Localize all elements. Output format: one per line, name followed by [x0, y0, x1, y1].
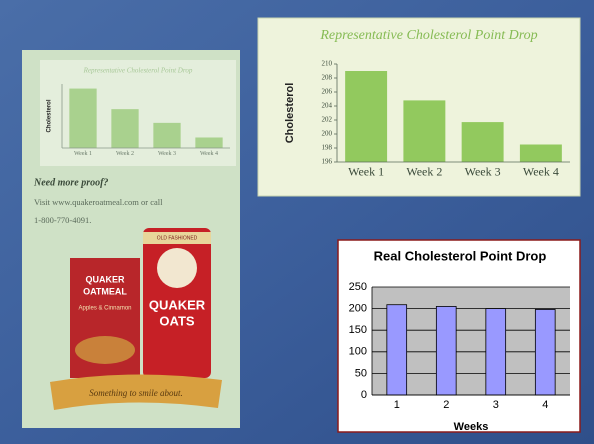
bar	[535, 309, 555, 395]
y-tick-label: 202	[322, 116, 333, 124]
x-tick-label: Week 3	[465, 165, 501, 179]
x-tick-label: Week 4	[523, 165, 559, 179]
y-tick-label: 204	[322, 102, 333, 110]
box-text: Apples & Cinnamon	[78, 306, 131, 312]
bowl	[75, 336, 135, 364]
bar	[195, 137, 222, 148]
y-tick-label: 200	[322, 130, 333, 138]
x-tick-label: 2	[443, 399, 449, 411]
bar	[436, 306, 456, 395]
y-tick-label: 196	[322, 158, 333, 166]
bar	[403, 100, 445, 162]
x-tick-label: Week 2	[406, 165, 442, 179]
bar	[111, 109, 138, 148]
x-tick-label: Week 2	[116, 151, 134, 157]
quaker-portrait	[157, 248, 197, 288]
bar	[153, 123, 180, 148]
box-text: QUAKER	[149, 297, 206, 312]
x-tick-label: 3	[493, 399, 499, 411]
box-text: QUAKER	[85, 274, 125, 284]
ad-heading: Need more proof?	[33, 177, 108, 188]
y-tick-label: 208	[322, 74, 333, 82]
x-tick-label: 1	[394, 399, 400, 411]
y-tick-label: 250	[349, 281, 367, 293]
box-text: OATMEAL	[83, 286, 127, 296]
box-text: OLD FASHIONED	[157, 235, 198, 241]
chart-title: Real Cholesterol Point Drop	[374, 248, 547, 263]
y-tick-label: 0	[361, 389, 367, 401]
y-tick-label: 210	[322, 60, 333, 68]
bar	[345, 71, 387, 162]
x-tick-label: Week 1	[74, 151, 92, 157]
bar	[520, 145, 562, 163]
chart-title: Representative Cholesterol Point Drop	[83, 67, 193, 75]
y-tick-label: 200	[349, 303, 367, 315]
y-tick-label: 150	[349, 324, 367, 336]
y-axis-label: Cholesterol	[47, 99, 53, 132]
x-tick-label: Week 3	[158, 151, 176, 157]
slide: Need more proof? Visit www.quakeroatmeal…	[0, 0, 594, 444]
ad-slogan: Something to smile about.	[89, 388, 183, 398]
bar	[486, 309, 506, 395]
x-tick-label: Week 1	[348, 165, 384, 179]
y-axis-label: Cholesterol	[284, 83, 296, 144]
chart-title: Representative Cholesterol Point Drop	[319, 28, 537, 43]
bar	[387, 305, 407, 395]
y-tick-label: 100	[349, 346, 367, 358]
box-text: OATS	[159, 313, 194, 328]
ad-text: 1-800-770-4091.	[34, 215, 91, 225]
bar	[69, 89, 96, 148]
y-tick-label: 50	[355, 367, 367, 379]
y-tick-label: 206	[322, 88, 333, 96]
y-tick-label: 198	[322, 144, 333, 152]
ad-text: Visit www.quakeroatmeal.com or call	[34, 197, 163, 207]
x-axis-label: Weeks	[454, 421, 489, 433]
bar	[462, 122, 504, 162]
x-tick-label: Week 4	[200, 151, 218, 157]
x-tick-label: 4	[542, 399, 548, 411]
